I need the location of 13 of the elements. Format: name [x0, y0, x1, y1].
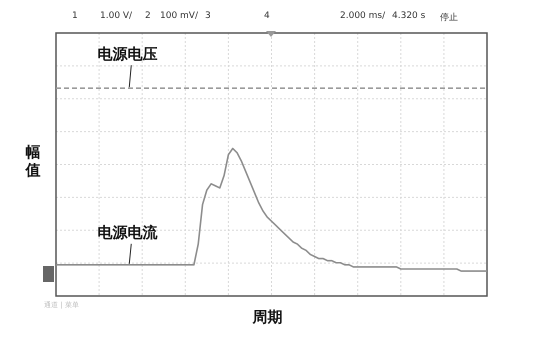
text: 2.000 ms/ — [340, 11, 386, 21]
text: 4.320 s — [392, 11, 426, 21]
text: 100 mV/ — [160, 11, 198, 21]
text: 1.00 V/ — [100, 11, 132, 21]
text: 2 — [145, 11, 151, 21]
text: 1 — [72, 11, 78, 21]
text: 停止 — [440, 12, 458, 24]
text: 3 — [205, 11, 211, 21]
series-label: 电源电压 — [97, 46, 158, 63]
x-axis-title: 周期 — [252, 308, 284, 327]
y-axis-title: 幅值 — [24, 143, 42, 179]
series-label: 电源电流 — [97, 223, 158, 242]
text: 4 — [264, 11, 270, 21]
